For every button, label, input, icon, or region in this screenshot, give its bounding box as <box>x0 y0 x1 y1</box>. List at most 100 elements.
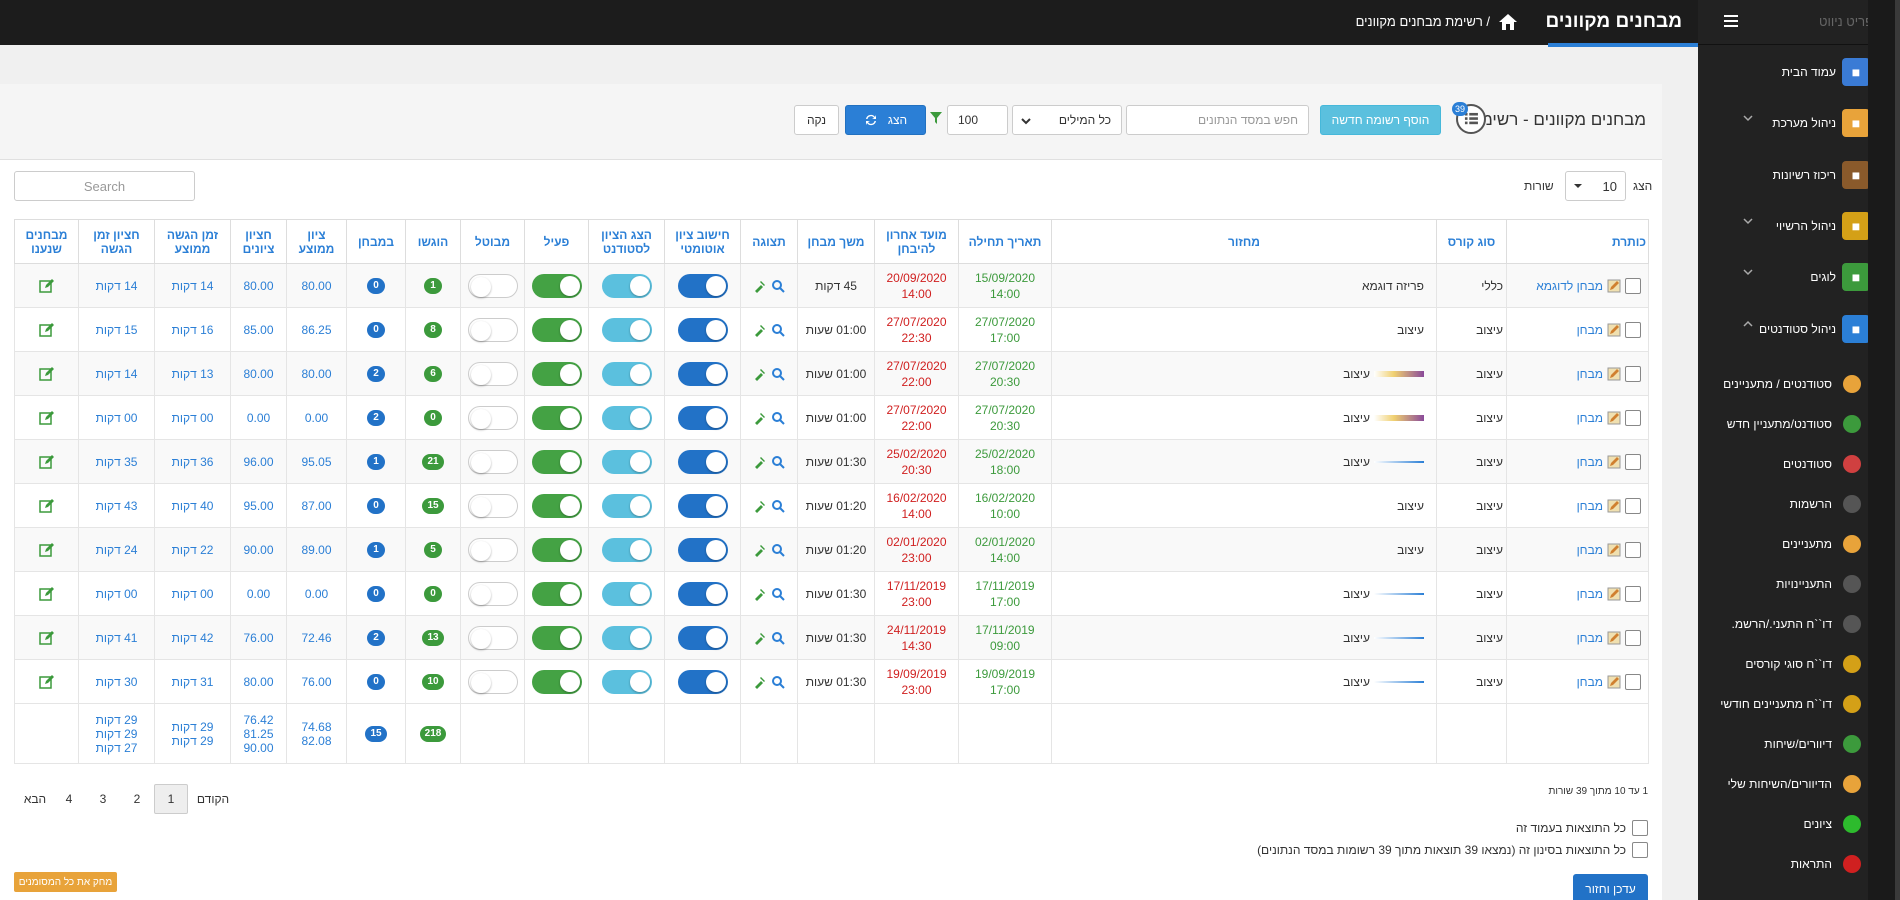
exam-title-link[interactable]: מבחן <box>1576 674 1603 689</box>
chevron-down-icon[interactable] <box>1742 266 1754 278</box>
auto-grade-toggle[interactable] <box>677 493 728 518</box>
column-header-14[interactable]: חציון ציונים <box>230 219 287 264</box>
edit-icon[interactable] <box>38 630 55 646</box>
cancelled-toggle[interactable] <box>467 405 518 430</box>
pagination-prev[interactable]: הקודם <box>196 792 230 806</box>
column-header-2[interactable]: מחזור <box>1051 219 1437 264</box>
sidebar-item-0[interactable]: ■ עמוד הבית <box>1782 57 1870 87</box>
column-header-3[interactable]: תאריך תחילה <box>958 219 1052 264</box>
chevron-down-icon[interactable] <box>1742 112 1754 124</box>
pencil-icon[interactable] <box>1607 543 1621 557</box>
table-search-input[interactable]: Search <box>14 171 195 201</box>
search-icon[interactable] <box>771 323 785 337</box>
tools-icon[interactable] <box>753 675 767 689</box>
sidebar-subitem-0[interactable]: סטודנטים / מתעניינים <box>1723 370 1866 398</box>
cancelled-toggle[interactable] <box>467 625 518 650</box>
show-grade-toggle[interactable] <box>601 669 652 694</box>
sidebar-subitem-1[interactable]: סטודנט/מתעניין חדש <box>1727 410 1866 438</box>
row-checkbox[interactable] <box>1625 629 1641 646</box>
page-2[interactable]: 2 <box>133 792 141 806</box>
auto-grade-toggle[interactable] <box>677 625 728 650</box>
pencil-icon[interactable] <box>1607 499 1621 513</box>
column-header-15[interactable]: זמן הגשה ממוצע <box>154 219 231 264</box>
sidebar-item-1[interactable]: ■ ניהול מערכת <box>1772 108 1870 138</box>
show-grade-toggle[interactable] <box>601 493 652 518</box>
row-checkbox[interactable] <box>1625 541 1641 558</box>
page-1[interactable]: 1 <box>154 784 188 814</box>
chevron-down-icon[interactable] <box>1742 215 1754 227</box>
auto-grade-toggle[interactable] <box>677 449 728 474</box>
tools-icon[interactable] <box>753 411 767 425</box>
active-toggle[interactable] <box>531 317 582 342</box>
sidebar-item-3[interactable]: ■ ניהול הרשיוי <box>1776 211 1870 241</box>
active-toggle[interactable] <box>531 493 582 518</box>
breadcrumb[interactable]: / רשימת מבחנים מקוונים <box>1355 14 1490 29</box>
sidebar-subitem-4[interactable]: מתעניינים <box>1782 530 1866 558</box>
edit-icon[interactable] <box>38 498 55 514</box>
edit-icon[interactable] <box>38 454 55 470</box>
column-header-6[interactable]: תצוגה <box>740 219 798 264</box>
home-icon[interactable] <box>1498 12 1518 32</box>
exam-title-link[interactable]: מבחן <box>1576 542 1603 557</box>
active-toggle[interactable] <box>531 625 582 650</box>
active-toggle[interactable] <box>531 405 582 430</box>
edit-icon[interactable] <box>38 278 55 294</box>
cancelled-toggle[interactable] <box>467 361 518 386</box>
search-icon[interactable] <box>771 675 785 689</box>
delete-selected-button[interactable]: מחק את כל המסומנים <box>14 872 117 892</box>
search-icon[interactable] <box>771 455 785 469</box>
tools-icon[interactable] <box>753 455 767 469</box>
cancelled-toggle[interactable] <box>467 317 518 342</box>
active-toggle[interactable] <box>531 449 582 474</box>
show-grade-toggle[interactable] <box>601 449 652 474</box>
cancelled-toggle[interactable] <box>467 273 518 298</box>
active-toggle[interactable] <box>531 537 582 562</box>
row-checkbox[interactable] <box>1625 585 1641 602</box>
show-grade-toggle[interactable] <box>601 273 652 298</box>
search-icon[interactable] <box>771 367 785 381</box>
tools-icon[interactable] <box>753 279 767 293</box>
sidebar-subitem-11[interactable]: ציונים <box>1804 810 1866 838</box>
cancelled-toggle[interactable] <box>467 537 518 562</box>
page-size-input[interactable]: 100 <box>947 105 1008 135</box>
exam-title-link[interactable]: מבחן <box>1576 498 1603 513</box>
show-grade-toggle[interactable] <box>601 625 652 650</box>
select-page-checkbox[interactable] <box>1632 820 1648 836</box>
pencil-icon[interactable] <box>1607 367 1621 381</box>
column-header-4[interactable]: מועד אחרון להיבחן <box>874 219 959 264</box>
column-header-7[interactable]: חישוב ציון אוטומטי <box>664 219 741 264</box>
column-header-9[interactable]: פעיל <box>524 219 589 264</box>
page-4[interactable]: 4 <box>65 792 73 806</box>
tools-icon[interactable] <box>753 631 767 645</box>
sidebar-subitem-12[interactable]: התראות <box>1791 850 1866 878</box>
pencil-icon[interactable] <box>1607 323 1621 337</box>
show-grade-toggle[interactable] <box>601 537 652 562</box>
tools-icon[interactable] <box>753 543 767 557</box>
word-mode-select[interactable]: כל המילים <box>1012 105 1122 135</box>
auto-grade-toggle[interactable] <box>677 273 728 298</box>
column-header-5[interactable]: משך מבחן <box>797 219 875 264</box>
search-icon[interactable] <box>771 279 785 293</box>
hamburger-icon[interactable] <box>1722 12 1740 30</box>
sidebar-item-4[interactable]: ■ לוגים <box>1810 262 1870 292</box>
column-header-1[interactable]: סוג קורס <box>1436 219 1507 264</box>
edit-icon[interactable] <box>38 674 55 690</box>
row-checkbox[interactable] <box>1625 453 1641 470</box>
search-icon[interactable] <box>771 499 785 513</box>
pencil-icon[interactable] <box>1607 279 1621 293</box>
auto-grade-toggle[interactable] <box>677 669 728 694</box>
pencil-icon[interactable] <box>1607 631 1621 645</box>
column-header-0[interactable]: כותרת <box>1506 219 1649 264</box>
column-header-11[interactable]: הוגשו <box>405 219 461 264</box>
sidebar-subitem-8[interactable]: דו``ח מתעניינים חודשי <box>1720 690 1866 718</box>
row-checkbox[interactable] <box>1625 673 1641 690</box>
row-checkbox[interactable] <box>1625 365 1641 382</box>
sidebar-subitem-9[interactable]: דיוורים/שיחות <box>1764 730 1866 758</box>
show-grade-toggle[interactable] <box>601 581 652 606</box>
rows-per-page-select[interactable]: 10 <box>1565 171 1626 201</box>
sidebar-subitem-7[interactable]: דו``ח סוגי קורסים <box>1745 650 1866 678</box>
show-grade-toggle[interactable] <box>601 317 652 342</box>
row-checkbox[interactable] <box>1625 409 1641 426</box>
show-grade-toggle[interactable] <box>601 361 652 386</box>
auto-grade-toggle[interactable] <box>677 537 728 562</box>
